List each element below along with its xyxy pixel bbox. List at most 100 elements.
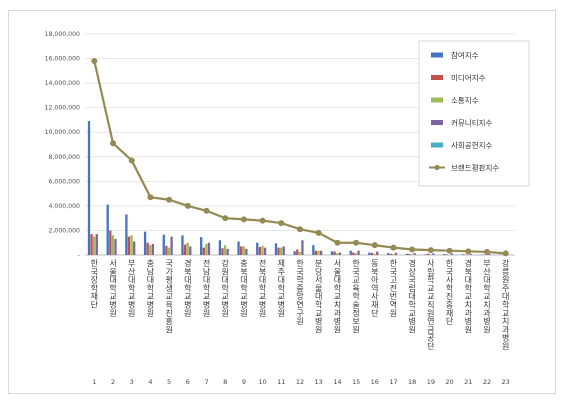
bar-소통지수 [186, 242, 189, 255]
line-point [371, 242, 378, 249]
bar-소통지수 [93, 236, 96, 255]
x-rank-label: 18 [408, 378, 416, 386]
y-tick-label: 4,000,000 [49, 203, 81, 210]
y-tick-label: 2,000,000 [49, 227, 81, 234]
bar-소통지수 [392, 254, 395, 255]
bar-미디어지수 [333, 251, 336, 255]
bar-소통지수 [205, 243, 208, 255]
line-point [502, 250, 509, 257]
x-rank-label: 23 [502, 378, 510, 386]
x-rank-label: 2 [111, 378, 115, 386]
bar-미디어지수 [258, 247, 262, 255]
bar-커뮤니티지수 [151, 243, 155, 255]
bar-소통지수 [373, 253, 376, 255]
x-rank-label: 9 [242, 378, 246, 386]
bar-미디어지수 [445, 254, 448, 255]
bar-소통지수 [410, 254, 414, 255]
bar-참여지수 [293, 251, 296, 255]
x-rank-label: 1 [92, 378, 96, 386]
x-rank-label: 8 [223, 378, 227, 386]
bar-참여지수 [386, 253, 390, 255]
bar-참여지수 [368, 252, 371, 255]
x-rank-label: 10 [258, 378, 266, 386]
legend-label: 브랜드평판지수 [451, 163, 499, 173]
bar-참여지수 [218, 240, 222, 255]
line-point [446, 247, 453, 254]
bar-참여지수 [143, 231, 147, 255]
line-point [147, 194, 154, 201]
bar-소통지수 [130, 235, 133, 255]
bar-커뮤니티지수 [207, 242, 211, 255]
x-rank-label: 15 [352, 378, 360, 386]
line-point [259, 217, 266, 224]
chart-frame: - 2,000,000 4,000,000 6,000,000 8,000,000 10,… [8, 10, 556, 394]
y-axis-ticks: - 2,000,000 4,000,000 6,000,000 8,000,000 10,… [45, 31, 80, 259]
legend-label: 소통지수 [451, 96, 479, 105]
line-point [334, 239, 341, 246]
line-point [128, 157, 135, 164]
bar-소통지수 [280, 247, 283, 255]
y-tick-label: - [78, 252, 80, 259]
bar-참여지수 [274, 243, 278, 255]
bar-미디어지수 [127, 236, 131, 255]
x-axis-labels: 한 국 장 학 재 단 1 서 울 대 학 교 병 원 2 부 산 대 학 교 병 원 3 충 남 대 학 교 병 원 4 국 가 평 생 교 육 진 흥 원… [91, 258, 510, 386]
bar-미디어지수 [183, 244, 187, 255]
bar-미디어지수 [221, 248, 224, 255]
bar-미디어지수 [109, 230, 112, 255]
bar-미디어지수 [90, 234, 93, 255]
bar-참여지수 [181, 235, 184, 255]
x-rank-label: 19 [427, 378, 435, 386]
line-point [409, 246, 416, 253]
bar-커뮤니티지수 [432, 253, 435, 255]
y-tick-label: 10,000,000 [45, 129, 80, 136]
x-rank-label: 14 [333, 378, 341, 386]
x-rank-label: 4 [148, 378, 152, 386]
bar-커뮤니티지수 [226, 248, 229, 255]
bar-참여지수 [106, 204, 109, 255]
bar-미디어지수 [370, 252, 374, 255]
bar-커뮤니티지수 [469, 253, 472, 255]
bar-소통지수 [167, 247, 171, 255]
bar-참여지수 [461, 254, 465, 255]
x-rank-label: 12 [296, 378, 304, 386]
bar-소통지수 [261, 245, 264, 255]
bar-커뮤니티지수 [376, 251, 379, 255]
legend-swatch [431, 120, 443, 125]
bar-미디어지수 [240, 246, 243, 255]
line-point [427, 247, 434, 254]
x-rank-label: 16 [371, 378, 379, 386]
bar-미디어지수 [277, 247, 280, 255]
bar-커뮤니티지수 [394, 252, 398, 255]
legend-swatch [431, 52, 443, 58]
bar-커뮤니티지수 [450, 253, 454, 255]
bar-커뮤니티지수 [338, 252, 341, 255]
bar-소통지수 [111, 235, 115, 255]
x-rank-label: 13 [315, 378, 323, 386]
line-point [297, 226, 303, 233]
bar-참여지수 [200, 237, 203, 255]
line-point [166, 196, 173, 203]
line-point [465, 248, 472, 255]
x-rank-label: 20 [445, 378, 453, 386]
bar-미디어지수 [202, 247, 205, 255]
bar-미디어지수 [352, 252, 355, 255]
bar-미디어지수 [408, 253, 411, 255]
line-point [222, 215, 229, 222]
line-point [483, 248, 490, 255]
bars [87, 121, 510, 255]
legend-label: 참여지수 [451, 50, 479, 60]
bar-커뮤니티지수 [95, 234, 98, 255]
legend-swatch [431, 97, 443, 103]
